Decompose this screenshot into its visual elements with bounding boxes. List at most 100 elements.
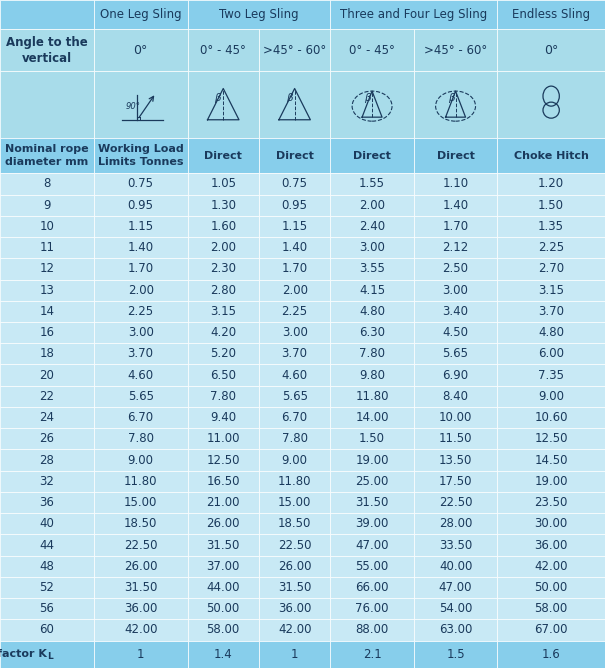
- Bar: [259, 29, 330, 71]
- Text: 7.80: 7.80: [128, 432, 154, 446]
- Bar: [497, 365, 605, 385]
- Text: 1.15: 1.15: [281, 220, 308, 233]
- Text: 54.00: 54.00: [439, 603, 473, 615]
- Text: 22: 22: [39, 390, 54, 403]
- Bar: [0, 301, 94, 322]
- Bar: [414, 71, 497, 138]
- Text: Nominal rope
diameter mm: Nominal rope diameter mm: [5, 144, 89, 167]
- Text: 3.40: 3.40: [443, 305, 468, 318]
- Bar: [497, 471, 605, 492]
- Text: 0.95: 0.95: [128, 198, 154, 212]
- Text: 3.15: 3.15: [211, 305, 236, 318]
- Bar: [414, 279, 497, 301]
- Bar: [497, 492, 605, 513]
- Text: 16.50: 16.50: [206, 475, 240, 488]
- Bar: [0, 407, 94, 428]
- Text: 4.60: 4.60: [128, 369, 154, 381]
- Text: 42.00: 42.00: [278, 623, 312, 637]
- Bar: [0, 173, 94, 194]
- Bar: [259, 577, 330, 598]
- Text: 11.50: 11.50: [439, 432, 473, 446]
- Bar: [0, 279, 94, 301]
- Bar: [94, 71, 188, 138]
- Bar: [94, 29, 188, 71]
- Text: 1.60: 1.60: [210, 220, 237, 233]
- Bar: [330, 0, 497, 29]
- Text: 50.00: 50.00: [207, 603, 240, 615]
- Bar: [330, 365, 414, 385]
- Bar: [0, 556, 94, 577]
- Text: 3.70: 3.70: [282, 347, 307, 360]
- Bar: [259, 641, 330, 668]
- Text: 19.00: 19.00: [534, 475, 568, 488]
- Bar: [188, 428, 259, 450]
- Bar: [0, 513, 94, 534]
- Bar: [188, 365, 259, 385]
- Bar: [330, 259, 414, 279]
- Bar: [0, 450, 94, 471]
- Bar: [94, 534, 188, 556]
- Text: 48: 48: [39, 560, 54, 572]
- Text: 5.65: 5.65: [282, 390, 307, 403]
- Text: 1: 1: [137, 648, 145, 661]
- Text: 13: 13: [39, 284, 54, 297]
- Text: 10: 10: [39, 220, 54, 233]
- Bar: [94, 492, 188, 513]
- Text: 0.75: 0.75: [128, 178, 154, 190]
- Text: 50.00: 50.00: [535, 581, 567, 594]
- Text: 39.00: 39.00: [355, 517, 389, 530]
- Bar: [188, 577, 259, 598]
- Text: Direct: Direct: [276, 150, 313, 160]
- Bar: [497, 173, 605, 194]
- Bar: [188, 237, 259, 259]
- Text: 1.10: 1.10: [442, 178, 469, 190]
- Text: 6.70: 6.70: [128, 411, 154, 424]
- Text: 15.00: 15.00: [278, 496, 312, 509]
- Bar: [188, 173, 259, 194]
- Bar: [0, 534, 94, 556]
- Text: 55.00: 55.00: [356, 560, 388, 572]
- Bar: [497, 0, 605, 29]
- Text: 58.00: 58.00: [535, 603, 567, 615]
- Bar: [0, 71, 94, 138]
- Text: 28: 28: [39, 454, 54, 466]
- Bar: [0, 641, 94, 668]
- Text: 0°: 0°: [134, 43, 148, 57]
- Text: 8.40: 8.40: [443, 390, 468, 403]
- Text: 4.80: 4.80: [538, 326, 564, 339]
- Bar: [0, 29, 94, 71]
- Text: 9: 9: [43, 198, 51, 212]
- Bar: [414, 173, 497, 194]
- Text: 3.15: 3.15: [538, 284, 564, 297]
- Text: 32: 32: [39, 475, 54, 488]
- Bar: [414, 301, 497, 322]
- Bar: [414, 471, 497, 492]
- Bar: [497, 556, 605, 577]
- Bar: [188, 279, 259, 301]
- Bar: [414, 365, 497, 385]
- Text: 1.15: 1.15: [128, 220, 154, 233]
- Bar: [259, 322, 330, 343]
- Bar: [94, 279, 188, 301]
- Bar: [188, 534, 259, 556]
- Bar: [497, 322, 605, 343]
- Bar: [188, 138, 259, 173]
- Bar: [94, 598, 188, 619]
- Bar: [330, 237, 414, 259]
- Bar: [414, 492, 497, 513]
- Bar: [330, 216, 414, 237]
- Bar: [414, 619, 497, 641]
- Bar: [0, 138, 94, 173]
- Text: 31.50: 31.50: [124, 581, 157, 594]
- Text: 88.00: 88.00: [356, 623, 388, 637]
- Bar: [259, 343, 330, 365]
- Text: 7.80: 7.80: [359, 347, 385, 360]
- Bar: [497, 29, 605, 71]
- Text: 2.25: 2.25: [538, 241, 564, 254]
- Text: 1.35: 1.35: [538, 220, 564, 233]
- Text: 25.00: 25.00: [355, 475, 389, 488]
- Text: Direct: Direct: [353, 150, 391, 160]
- Bar: [330, 301, 414, 322]
- Bar: [0, 471, 94, 492]
- Bar: [94, 577, 188, 598]
